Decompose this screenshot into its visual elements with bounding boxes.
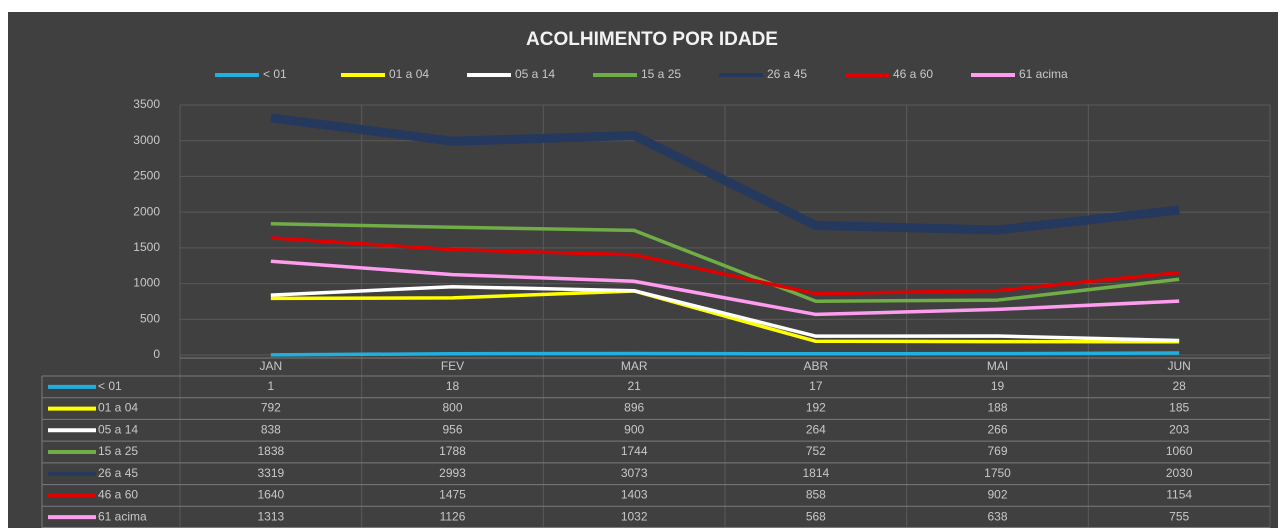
table-value: 1403	[621, 488, 648, 502]
series-line	[270, 284, 1180, 343]
table-value: 1475	[439, 488, 466, 502]
table-value: 203	[1169, 422, 1189, 436]
table-value: 896	[624, 401, 644, 415]
table-series-label: < 01	[98, 379, 122, 393]
table-value: 19	[991, 379, 1005, 393]
table-series-label: 15 a 25	[98, 444, 138, 458]
table-value: 956	[442, 422, 462, 436]
series-line	[270, 236, 1180, 296]
table-value: 1750	[984, 466, 1011, 480]
table-value: 264	[806, 422, 826, 436]
table-value: 800	[442, 401, 462, 415]
table-value: 838	[261, 422, 281, 436]
y-tick-label: 2500	[133, 169, 160, 183]
table-value: 1032	[621, 509, 648, 523]
table-value: 2993	[439, 466, 466, 480]
y-tick-label: 2000	[133, 204, 160, 218]
legend-label: 05 a 14	[515, 67, 555, 81]
table-value: 638	[987, 509, 1007, 523]
legend-label: 15 a 25	[641, 67, 681, 81]
series-line	[270, 259, 1180, 317]
y-tick-label: 3500	[133, 97, 160, 111]
series-line	[270, 113, 1180, 235]
table-value: 769	[987, 444, 1007, 458]
table-series-label: 26 a 45	[98, 466, 138, 480]
legend-label: 46 a 60	[893, 67, 933, 81]
table-value: 3319	[257, 466, 284, 480]
table-value: 1126	[440, 509, 466, 523]
series-line	[270, 221, 1180, 304]
table-value: 1788	[439, 444, 466, 458]
x-tick-label: FEV	[441, 359, 464, 373]
x-tick-label: JAN	[259, 359, 282, 373]
table-value: 21	[627, 379, 641, 393]
table-value: 900	[624, 422, 644, 436]
table-value: 18	[446, 379, 460, 393]
table-series-label: 01 a 04	[98, 401, 138, 415]
table-value: 3073	[621, 466, 648, 480]
chart-background	[8, 12, 1278, 528]
table-value: 188	[987, 401, 1007, 415]
table-value: 1313	[257, 509, 284, 523]
table-value: 266	[987, 422, 1007, 436]
table-value: 192	[806, 401, 826, 415]
table-value: 1154	[1166, 488, 1192, 502]
table-value: 902	[987, 488, 1007, 502]
table-value: 1744	[621, 444, 648, 458]
table-value: 1838	[257, 444, 284, 458]
table-value: 1060	[1166, 444, 1193, 458]
table-series-label: 61 acima	[98, 509, 147, 523]
table-value: 2030	[1166, 466, 1193, 480]
chart-title: ACOLHIMENTO POR IDADE	[526, 29, 778, 50]
y-tick-label: 3000	[133, 133, 160, 147]
table-value: 185	[1169, 401, 1189, 415]
y-tick-label: 1500	[133, 240, 160, 254]
table-value: 858	[806, 488, 826, 502]
table-value: 28	[1172, 379, 1186, 393]
y-tick-label: 0	[153, 347, 160, 361]
table-value: 752	[806, 444, 826, 458]
table-value: 17	[809, 379, 823, 393]
x-tick-label: ABR	[803, 359, 828, 373]
table-series-label: 46 a 60	[98, 488, 138, 502]
x-tick-label: JUN	[1167, 359, 1190, 373]
table-value: 568	[806, 509, 826, 523]
table-value: 755	[1169, 509, 1189, 523]
legend-label: 01 a 04	[389, 67, 429, 81]
legend-label: 61 acima	[1019, 67, 1068, 81]
table-value: 1	[267, 379, 274, 393]
series-line	[270, 351, 1180, 357]
table-series-label: 05 a 14	[98, 422, 138, 436]
table-value: 792	[261, 401, 281, 415]
legend-label: 26 a 45	[767, 67, 807, 81]
y-tick-label: 1000	[133, 276, 160, 290]
legend-label: < 01	[263, 67, 287, 81]
table-value: 1640	[257, 488, 284, 502]
y-tick-label: 500	[140, 311, 160, 325]
x-tick-label: MAI	[987, 359, 1008, 373]
series-line	[270, 289, 1180, 344]
table-value: 1814	[802, 466, 829, 480]
x-tick-label: MAR	[621, 359, 648, 373]
